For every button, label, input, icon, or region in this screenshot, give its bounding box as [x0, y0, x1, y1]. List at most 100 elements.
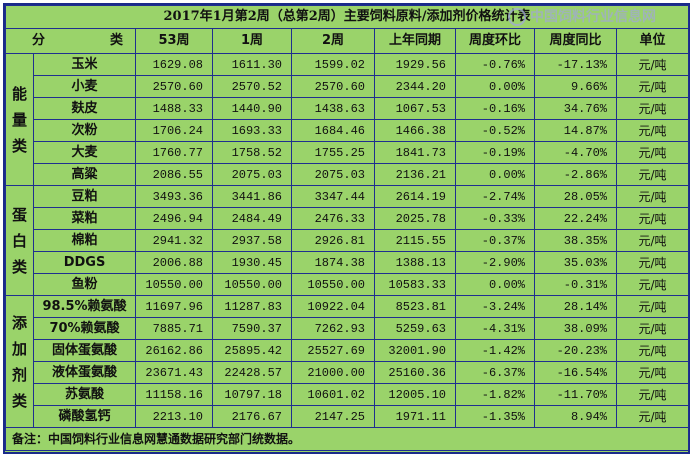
cell-last-year: 5259.63: [374, 317, 456, 340]
cell-week1: 1930.45: [212, 251, 292, 274]
cell-week53: 1488.33: [135, 97, 213, 120]
cell-week2: 3347.44: [291, 185, 375, 208]
cell-last-year: 2115.55: [374, 229, 456, 252]
header-yoy: 周度同比: [534, 28, 617, 54]
cell-week2: 2926.81: [291, 229, 375, 252]
cell-week2: 10550.00: [291, 273, 375, 296]
cell-item: 玉米: [33, 53, 136, 76]
cell-week53: 7885.71: [135, 317, 213, 340]
cell-week2: 1874.38: [291, 251, 375, 274]
cell-last-year: 1388.13: [374, 251, 456, 274]
cell-week53: 2570.60: [135, 75, 213, 98]
table-row: 次粉 1706.24 1693.33 1684.46 1466.38 -0.52% 14.8…: [6, 119, 690, 142]
cell-yoy: -11.70%: [534, 383, 617, 406]
cell-week1: 1758.52: [212, 141, 292, 164]
cell-week1: 25895.42: [212, 339, 292, 362]
table-row: 液体蛋氨酸 23671.43 22428.57 21000.00 25160.36 -6.…: [6, 361, 690, 384]
table-note: 备注：中国饲料行业信息网慧通数据研究部门统数据。: [4, 427, 690, 451]
header-week1: 1周: [212, 28, 292, 54]
cell-yoy: -17.13%: [534, 53, 617, 76]
cell-yoy: -20.23%: [534, 339, 617, 362]
cell-yoy: 38.09%: [534, 317, 617, 340]
cell-item: 菜粕: [33, 207, 136, 230]
table-row: 麸皮 1488.33 1440.90 1438.63 1067.53 -0.16% 34.7…: [6, 97, 690, 120]
cell-item: 70%赖氨酸: [33, 317, 136, 340]
header-unit: 单位: [615, 28, 690, 54]
cell-week53: 2006.88: [135, 251, 213, 274]
cell-week1: 10550.00: [212, 273, 292, 296]
cell-wow: -6.37%: [455, 361, 535, 384]
table-body: 能量类 玉米 1629.08 1611.30 1599.02 1929.56 -0.76% -…: [5, 53, 690, 428]
table-row: 添加剂类 98.5%赖氨酸 11697.96 11287.83 10922.04 8523…: [5, 295, 690, 428]
header-week2: 2周: [291, 28, 375, 54]
cell-week53: 2086.55: [135, 163, 213, 186]
cell-week1: 11287.83: [212, 295, 292, 318]
cell-last-year: 10583.33: [374, 273, 456, 296]
cell-wow: -0.19%: [455, 141, 535, 164]
cell-last-year: 1466.38: [374, 119, 456, 142]
cell-week53: 2496.94: [135, 207, 213, 230]
cell-item: DDGS: [33, 251, 136, 274]
header-category: 分 类: [5, 28, 136, 54]
cell-yoy: 28.14%: [534, 295, 617, 318]
cell-unit: 元/吨: [615, 273, 690, 296]
cell-week53: 3493.36: [135, 185, 213, 208]
cell-yoy: 9.66%: [534, 75, 617, 98]
cell-week1: 7590.37: [212, 317, 292, 340]
table-title: 2017年1月第2周（总第2周）主要饲料原料/添加剂价格统计表: [4, 5, 690, 29]
cell-last-year: 32001.90: [374, 339, 456, 362]
cell-week1: 2075.03: [212, 163, 292, 186]
cell-week53: 1760.77: [135, 141, 213, 164]
header-row: 分 类 53周 1周 2周 上年同期 周度环比 周度同比 单位: [5, 28, 690, 54]
cell-wow: -4.31%: [455, 317, 535, 340]
cell-week2: 10922.04: [291, 295, 375, 318]
cell-week1: 2570.52: [212, 75, 292, 98]
cell-last-year: 12005.10: [374, 383, 456, 406]
cell-unit: 元/吨: [615, 361, 690, 384]
cell-unit: 元/吨: [615, 339, 690, 362]
table-row: 菜粕 2496.94 2484.49 2476.33 2025.78 -0.33% 22.2…: [6, 207, 690, 230]
cell-unit: 元/吨: [615, 141, 690, 164]
price-table-sheet: 2017年1月第2周（总第2周）主要饲料原料/添加剂价格统计表 分 类 53周 …: [3, 3, 690, 454]
table-row: 高粱 2086.55 2075.03 2075.03 2136.21 0.00% -2.86…: [6, 163, 690, 186]
table-row: 70%赖氨酸 7885.71 7590.37 7262.93 5259.63 -4.31%…: [6, 317, 690, 340]
cell-last-year: 25160.36: [374, 361, 456, 384]
cell-week1: 2176.67: [212, 405, 292, 428]
cell-item: 豆粕: [33, 185, 136, 208]
cell-wow: -2.74%: [455, 185, 535, 208]
cell-unit: 元/吨: [615, 53, 690, 76]
cell-wow: 0.00%: [455, 75, 535, 98]
cell-unit: 元/吨: [615, 185, 690, 208]
cell-week2: 2570.60: [291, 75, 375, 98]
cell-item: 麸皮: [33, 97, 136, 120]
cell-yoy: -2.86%: [534, 163, 617, 186]
cell-week2: 21000.00: [291, 361, 375, 384]
cell-week1: 1611.30: [212, 53, 292, 76]
price-table: 2017年1月第2周（总第2周）主要饲料原料/添加剂价格统计表 分 类 53周 …: [4, 5, 690, 451]
table-row: 固体蛋氨酸 26162.86 25895.42 25527.69 32001.90 -1.…: [6, 339, 690, 362]
cell-wow: -0.37%: [455, 229, 535, 252]
cell-item: 液体蛋氨酸: [33, 361, 136, 384]
cell-last-year: 1971.11: [374, 405, 456, 428]
cell-item: 小麦: [33, 75, 136, 98]
cell-week1: 10797.18: [212, 383, 292, 406]
table-row: DDGS 2006.88 1930.45 1874.38 1388.13 -2.90% 35…: [6, 251, 690, 274]
cell-unit: 元/吨: [615, 119, 690, 142]
cell-yoy: 35.03%: [534, 251, 617, 274]
group-label: 添加剂类: [5, 295, 34, 428]
cell-yoy: 22.24%: [534, 207, 617, 230]
cell-item: 棉粕: [33, 229, 136, 252]
cell-week53: 11697.96: [135, 295, 213, 318]
cell-yoy: 8.94%: [534, 405, 617, 428]
cell-last-year: 2344.20: [374, 75, 456, 98]
cell-item: 固体蛋氨酸: [33, 339, 136, 362]
cell-week53: 2213.10: [135, 405, 213, 428]
cell-yoy: -0.31%: [534, 273, 617, 296]
cell-unit: 元/吨: [615, 251, 690, 274]
group-label: 蛋白类: [5, 185, 34, 296]
cell-wow: -1.35%: [455, 405, 535, 428]
cell-yoy: 28.05%: [534, 185, 617, 208]
cell-unit: 元/吨: [615, 97, 690, 120]
cell-week2: 1684.46: [291, 119, 375, 142]
cell-wow: 0.00%: [455, 273, 535, 296]
